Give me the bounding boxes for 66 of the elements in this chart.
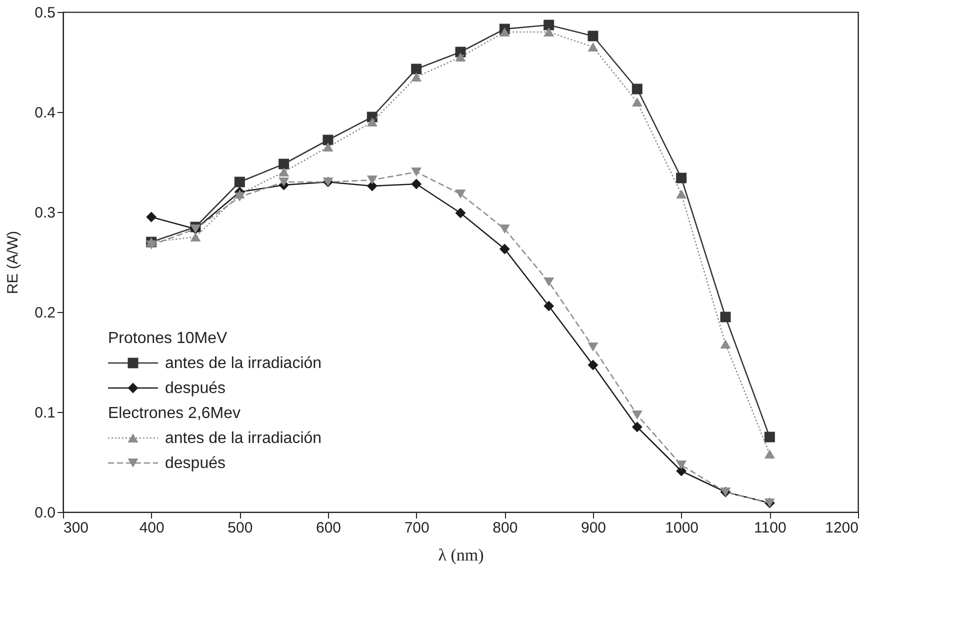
point: [146, 212, 157, 222]
x-tick-label: 600: [316, 520, 342, 536]
point: [455, 52, 466, 62]
point: [411, 64, 422, 74]
point: [588, 42, 598, 52]
point: [588, 30, 598, 42]
point: [632, 422, 642, 432]
legend-label: antes de la irradiación: [165, 430, 322, 447]
x-axis-title: λ (nm): [438, 546, 484, 564]
point: [190, 232, 201, 242]
point: [544, 277, 554, 287]
x-tick-label: 300: [64, 520, 89, 536]
point: [544, 20, 554, 30]
annotation: Electrones 2,6Mev: [108, 405, 241, 422]
point: [676, 466, 687, 476]
point: [764, 432, 775, 442]
point: [146, 240, 157, 250]
point: [720, 339, 731, 349]
y-tick-label: 0.0: [34, 504, 56, 522]
point: [632, 84, 642, 94]
point: [676, 189, 687, 199]
y-tick-label: 0.5: [34, 4, 56, 22]
annotation: Protones 10MeV: [108, 330, 228, 347]
point: [455, 189, 466, 199]
legend-label: después: [165, 380, 226, 397]
x-tick-label: 900: [580, 520, 606, 536]
x-tick-label: 500: [228, 520, 253, 536]
y-tick-label: 0.1: [34, 404, 56, 422]
x-tick-label: 1200: [825, 520, 858, 536]
point: [588, 360, 598, 370]
point: [366, 117, 378, 127]
x-tick-label: 1100: [754, 520, 786, 536]
point: [499, 224, 510, 234]
point: [544, 300, 554, 312]
point: [366, 180, 378, 192]
y-tick-label: 0.4: [34, 104, 56, 122]
point: [544, 27, 554, 37]
point: [234, 176, 245, 188]
point: [366, 175, 378, 185]
y-tick-label: 0.3: [34, 204, 56, 222]
x-tick-label: 400: [139, 520, 164, 536]
point: [499, 244, 510, 254]
x-tick-label: 1000: [665, 520, 699, 536]
point: [632, 97, 642, 107]
point: [411, 178, 422, 190]
point: [632, 410, 642, 420]
point: [411, 72, 422, 82]
point: [278, 177, 290, 187]
y-tick-label: 0.2: [34, 304, 56, 322]
point: [411, 167, 422, 177]
point: [720, 312, 731, 322]
x-tick-label: 700: [404, 520, 430, 536]
point: [322, 142, 334, 152]
point: [764, 449, 775, 459]
point: [278, 158, 290, 170]
legend-label: antes de la irradiación: [165, 355, 322, 372]
y-axis-title: RE (A/W): [4, 230, 22, 294]
point: [676, 172, 687, 184]
point: [234, 192, 245, 202]
point: [499, 27, 510, 37]
x-tick-label: 800: [492, 520, 518, 536]
point: [676, 460, 687, 470]
legend-label: después: [165, 455, 226, 472]
point: [455, 208, 466, 218]
point: [588, 342, 598, 352]
point: [278, 167, 290, 177]
